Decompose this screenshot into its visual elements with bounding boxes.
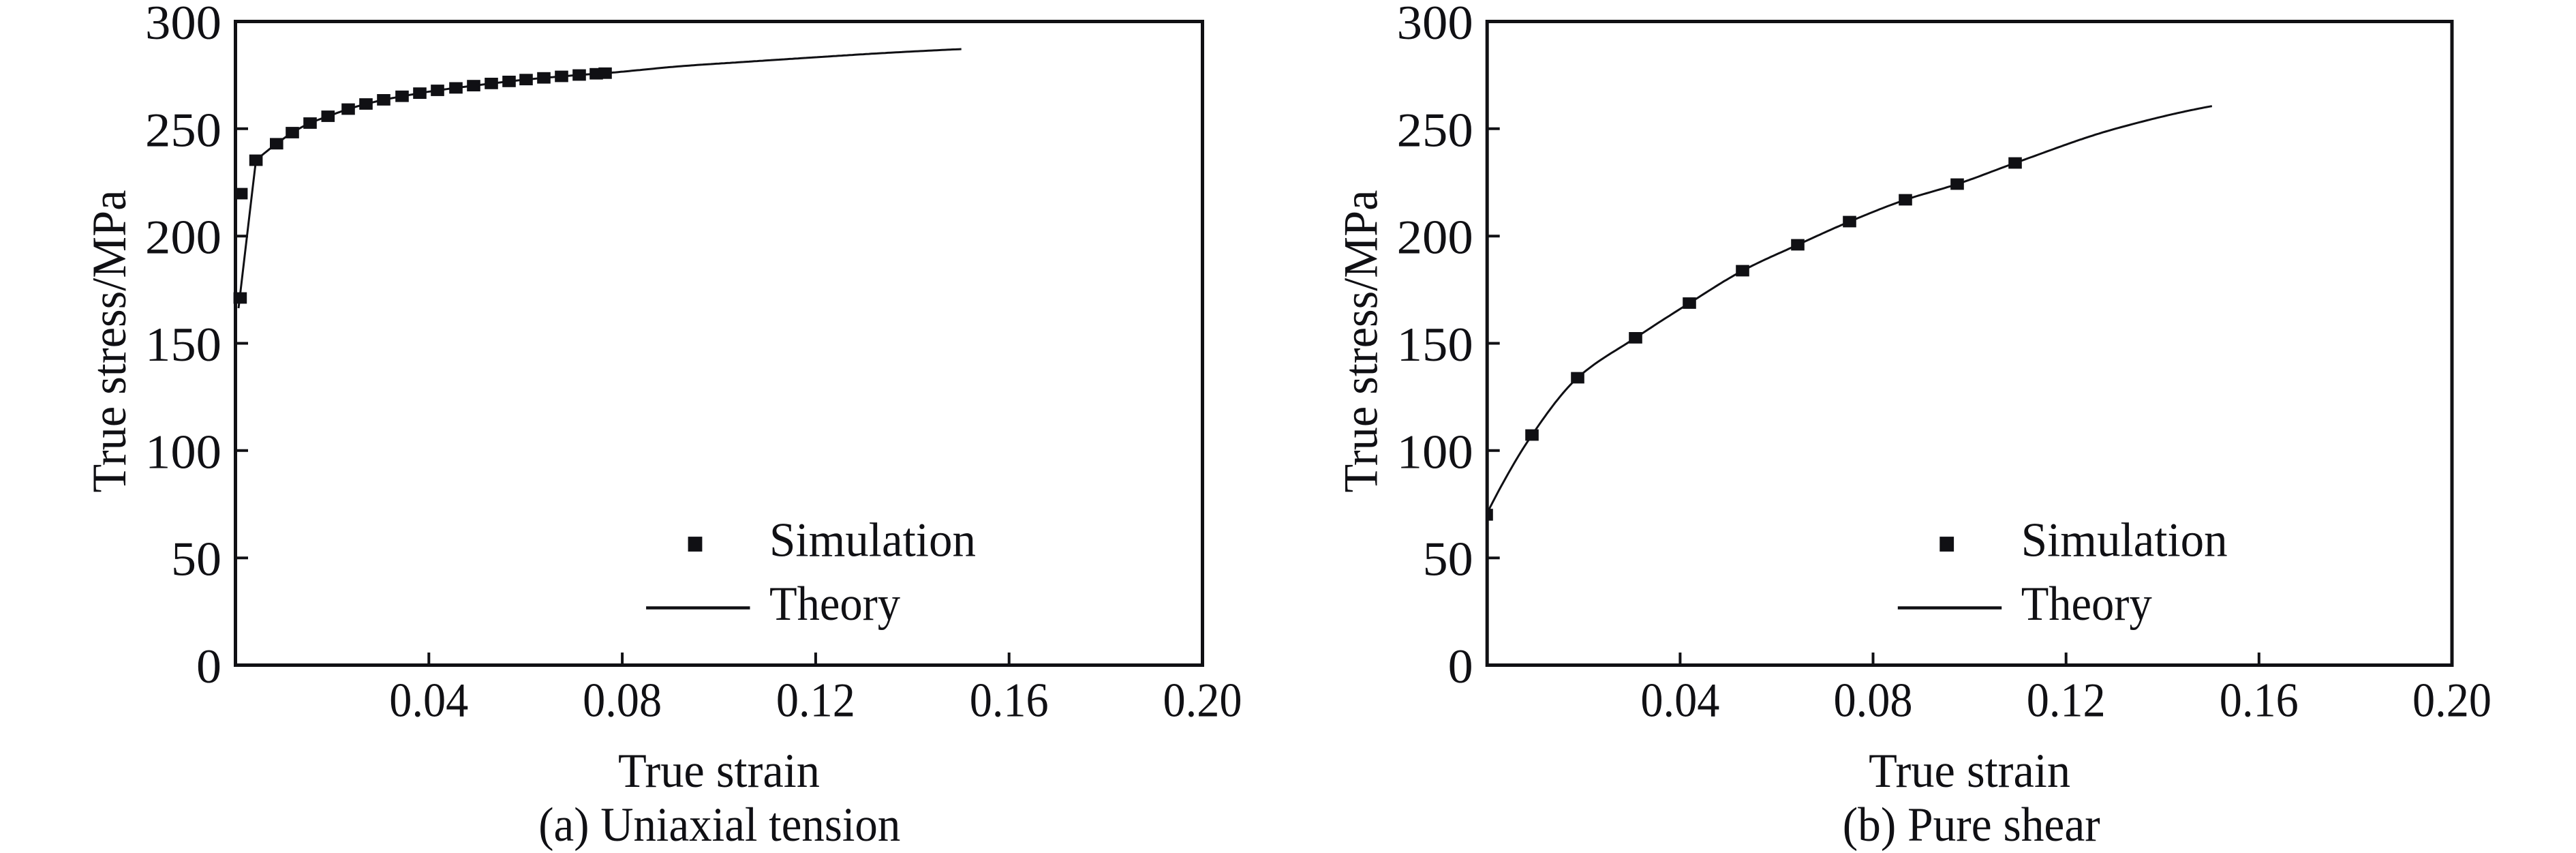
svg-text:True stress/MPa: True stress/MPa — [1335, 190, 1388, 493]
svg-text:True stress/MPa: True stress/MPa — [83, 190, 136, 493]
svg-text:300: 300 — [1397, 0, 1473, 50]
svg-text:50: 50 — [171, 533, 221, 586]
svg-text:0.08: 0.08 — [583, 674, 662, 728]
svg-text:250: 250 — [1397, 104, 1473, 157]
svg-text:0.04: 0.04 — [389, 674, 468, 728]
svg-text:100: 100 — [1397, 425, 1473, 479]
svg-text:0.20: 0.20 — [1163, 674, 1242, 728]
svg-text:0.08: 0.08 — [1834, 674, 1913, 728]
svg-text:Theory: Theory — [769, 578, 900, 631]
svg-text:200: 200 — [1397, 211, 1473, 265]
svg-text:(b) Pure shear: (b) Pure shear — [1843, 798, 2100, 852]
svg-text:Simulation: Simulation — [2021, 514, 2228, 567]
svg-text:(a) Uniaxial tension: (a) Uniaxial tension — [538, 798, 900, 852]
svg-text:Theory: Theory — [2021, 578, 2152, 631]
svg-text:150: 150 — [1397, 318, 1473, 372]
svg-text:0.12: 0.12 — [2027, 674, 2106, 728]
svg-text:150: 150 — [145, 318, 221, 372]
svg-text:0.20: 0.20 — [2412, 674, 2491, 728]
svg-text:100: 100 — [145, 425, 221, 479]
svg-text:0.16: 0.16 — [970, 674, 1049, 728]
svg-text:250: 250 — [145, 104, 221, 157]
svg-text:300: 300 — [145, 0, 221, 50]
svg-text:200: 200 — [145, 211, 221, 265]
svg-text:True strain: True strain — [618, 745, 820, 798]
svg-text:0: 0 — [1448, 640, 1473, 693]
svg-text:True strain: True strain — [1869, 745, 2070, 798]
svg-text:0.04: 0.04 — [1640, 674, 1719, 728]
svg-text:0.12: 0.12 — [776, 674, 855, 728]
svg-text:0: 0 — [196, 640, 221, 693]
svg-text:50: 50 — [1423, 533, 1473, 586]
svg-text:0.16: 0.16 — [2220, 674, 2299, 728]
svg-text:Simulation: Simulation — [769, 514, 976, 567]
